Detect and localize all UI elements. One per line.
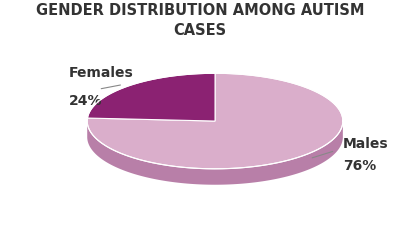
Text: Females: Females (68, 66, 133, 80)
Text: Males: Males (343, 137, 388, 151)
Text: GENDER DISTRIBUTION AMONG AUTISM
CASES: GENDER DISTRIBUTION AMONG AUTISM CASES (36, 3, 364, 38)
Text: 24%: 24% (68, 94, 102, 108)
Polygon shape (87, 73, 343, 169)
Polygon shape (88, 73, 215, 121)
Text: 76%: 76% (343, 159, 376, 173)
Polygon shape (87, 121, 343, 185)
